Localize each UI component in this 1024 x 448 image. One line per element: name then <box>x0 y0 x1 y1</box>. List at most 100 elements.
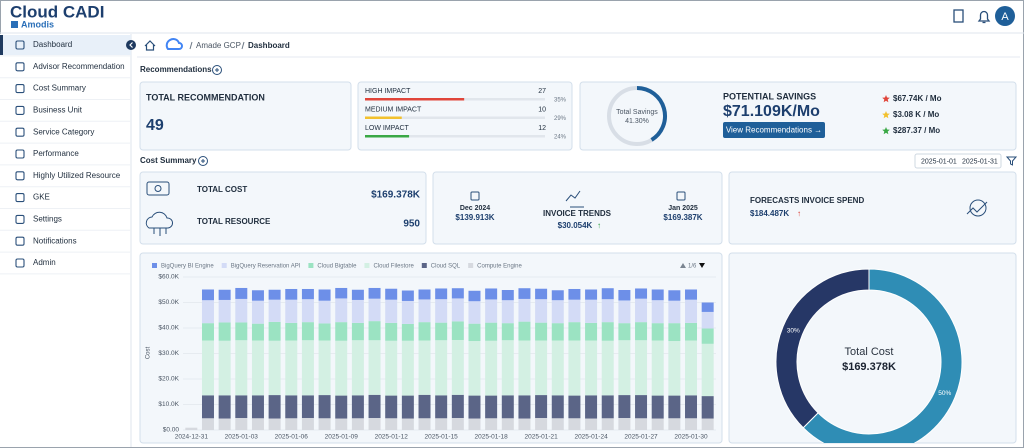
legend-label[interactable]: Cloud SQL <box>431 264 461 270</box>
bar-segment <box>368 298 381 322</box>
bar-segment <box>435 340 448 396</box>
bar-segment <box>418 299 431 323</box>
menu-item[interactable]: Highly Utilized Resource <box>33 171 121 180</box>
menu-item[interactable]: Settings <box>33 215 62 224</box>
bar-segment <box>351 418 364 430</box>
avatar[interactable] <box>995 6 1015 26</box>
bar-segment <box>385 340 398 396</box>
breadcrumb-item[interactable]: Amade GCP <box>196 41 241 50</box>
menu-item[interactable]: Admin <box>33 258 56 267</box>
bar-segment <box>618 395 631 419</box>
avatar-letter: A <box>1001 11 1009 23</box>
bar-segment <box>518 418 531 430</box>
view-button[interactable] <box>723 122 825 138</box>
x-tick-label: 2025-01-12 <box>375 434 409 441</box>
impact-percent: 24% <box>554 135 567 141</box>
savings-amount: $71.109K/Mo <box>723 103 820 120</box>
menu-item[interactable]: Cost Summary <box>33 84 86 93</box>
bar-segment <box>651 289 664 301</box>
gcp-logo <box>165 37 183 50</box>
bar-segment <box>668 395 681 419</box>
home-icon[interactable] <box>144 40 156 51</box>
bar-segment <box>401 395 414 419</box>
ring-value: 41.30% <box>625 118 649 125</box>
bar-segment <box>335 418 348 430</box>
bar-segment <box>285 299 298 323</box>
prev-amount: $139.913K <box>455 213 494 222</box>
bar-segment <box>435 288 448 300</box>
legend-label[interactable]: Compute Engine <box>477 264 522 270</box>
bar-segment <box>268 340 281 396</box>
date-range[interactable] <box>914 153 1002 169</box>
bar-segment <box>251 300 264 324</box>
bar-segment <box>685 418 698 430</box>
bar-segment <box>318 395 331 419</box>
bar-segment <box>468 323 481 342</box>
menu-item[interactable]: Dashboard <box>33 40 72 49</box>
bar-segment <box>335 287 348 299</box>
menu-item[interactable]: Notifications <box>33 236 77 245</box>
legend-label[interactable]: Cloud Bigtable <box>317 264 357 270</box>
menu-icon <box>15 105 25 115</box>
legend-swatch <box>308 263 314 268</box>
donut-segment <box>802 268 963 443</box>
bar-segment <box>318 418 331 430</box>
bar-segment <box>518 288 531 299</box>
active-indicator <box>0 35 3 55</box>
bar-segment <box>501 395 514 419</box>
donut-title: Total Cost <box>845 346 894 358</box>
add-button[interactable] <box>212 65 222 75</box>
book-icon[interactable] <box>953 9 964 23</box>
total-resource-value: 950 <box>403 219 420 230</box>
bar-segment <box>301 322 314 341</box>
bar-segment <box>201 289 214 301</box>
bar-segment <box>401 290 414 301</box>
total-rec-value: 49 <box>146 117 164 134</box>
filter-icon[interactable] <box>1005 156 1018 166</box>
bar-segment <box>535 322 548 341</box>
calendar-icon <box>470 191 480 201</box>
bar-segment <box>251 290 264 301</box>
bar-segment <box>601 418 614 430</box>
menu-item[interactable]: Performance <box>33 149 79 158</box>
legend-prev[interactable] <box>680 263 686 268</box>
x-tick-label: 2024-12-31 <box>175 434 209 441</box>
bar-segment <box>601 395 614 419</box>
bar-segment <box>418 340 431 395</box>
y-axis-label: Cost <box>146 347 152 360</box>
bar-segment <box>485 288 498 300</box>
bar-segment <box>435 395 448 419</box>
bar-segment <box>618 418 631 430</box>
forecast-arrow: ↑ <box>797 209 801 218</box>
bar-segment <box>285 340 298 396</box>
collapse-button[interactable] <box>126 40 136 50</box>
menu-icon <box>15 40 25 50</box>
legend-label[interactable]: BigQuery BI Engine <box>161 264 214 270</box>
card <box>139 171 427 245</box>
bar-segment <box>351 340 364 396</box>
bar-segment <box>535 395 548 419</box>
menu-item[interactable]: Advisor Recommendation <box>33 62 125 71</box>
app-title: Cloud CADI <box>10 2 104 21</box>
bar-segment <box>401 300 414 324</box>
legend-next[interactable] <box>699 263 705 268</box>
bar-segment <box>518 395 531 419</box>
menu-item[interactable]: Business Unit <box>33 106 83 115</box>
bar-segment <box>618 323 631 341</box>
add-button[interactable] <box>198 156 208 166</box>
menu-item[interactable]: GKE <box>33 193 50 202</box>
bar-segment <box>235 395 248 419</box>
bar-segment <box>235 287 248 299</box>
legend-label[interactable]: Cloud Filestore <box>373 264 414 270</box>
bar-segment <box>701 343 714 397</box>
bell-icon[interactable] <box>977 10 991 24</box>
legend-label[interactable]: BigQuery Reservation API <box>231 264 301 270</box>
total-resource-label: TOTAL RESOURCE <box>197 217 271 226</box>
bar-segment <box>251 418 264 430</box>
menu-item[interactable]: Service Category <box>33 127 94 136</box>
brand-icon <box>11 21 18 28</box>
bar-segment <box>251 323 264 341</box>
bar-segment <box>285 322 298 341</box>
total-cost-value: $169.378K <box>371 190 421 201</box>
bar-segment <box>301 288 314 300</box>
